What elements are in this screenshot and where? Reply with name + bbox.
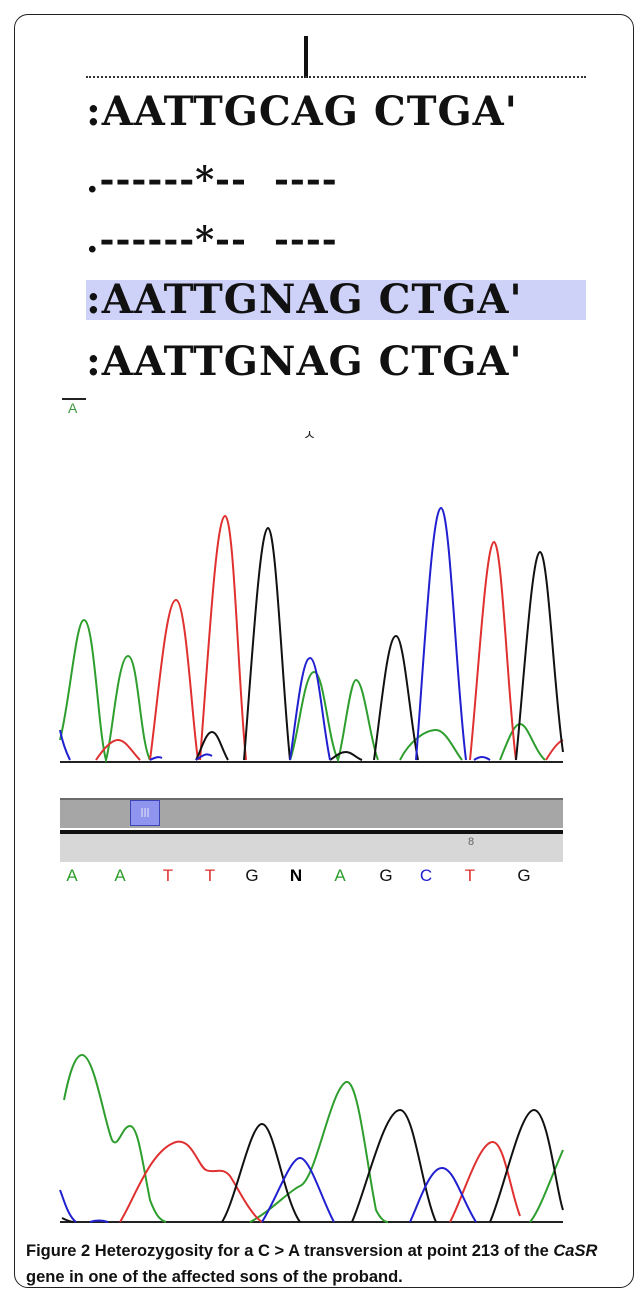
base-call: G: [376, 866, 396, 886]
lower-trace-red: [120, 1142, 520, 1222]
base-call: N: [286, 866, 306, 886]
base-call: A: [62, 866, 82, 886]
base-call: T: [460, 866, 480, 886]
caption-label: Figure 2: [26, 1242, 90, 1260]
position-number: 8: [468, 836, 474, 848]
base-call: A: [330, 866, 350, 886]
base-call: T: [200, 866, 220, 886]
caption-text-1: Heterozygosity for a C > A transversion …: [90, 1242, 553, 1260]
lower-trace-blue: [60, 1158, 476, 1222]
trace-scrollbar-thumb[interactable]: |||: [130, 800, 160, 826]
trace-position-bar: [60, 834, 563, 862]
base-call: A: [110, 866, 130, 886]
upper-trace-blue: [60, 508, 490, 760]
base-call: T: [158, 866, 178, 886]
base-call: G: [242, 866, 262, 886]
caption-text-2: gene in one of the affected sons of the …: [26, 1268, 403, 1286]
base-call: C: [416, 866, 436, 886]
figure-caption: Figure 2 Heterozygosity for a C > A tran…: [26, 1238, 626, 1290]
lower-trace-green: [64, 1055, 563, 1222]
upper-trace-black: [196, 528, 563, 760]
base-call: G: [514, 866, 534, 886]
caption-gene-name: CaSR: [553, 1242, 597, 1260]
